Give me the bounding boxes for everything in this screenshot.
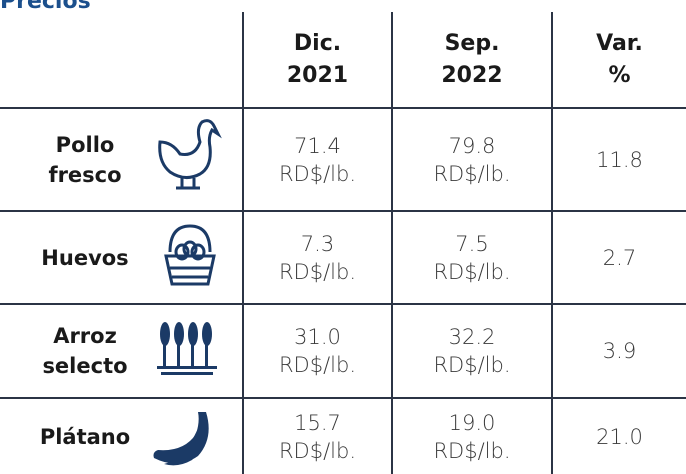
text-line: RD$/lb. <box>278 259 357 284</box>
product-cell: Pollo fresco <box>0 109 170 210</box>
text-line: Var. <box>596 30 643 56</box>
text-line: RD$/lb. <box>278 353 357 377</box>
price-cell: 3.9 <box>553 305 686 397</box>
price-cell: 7.5 RD$/lb. <box>393 212 551 303</box>
text-line: 7.5 <box>455 231 489 256</box>
price-cell: 32.2 RD$/lb. <box>393 305 551 397</box>
column-divider <box>242 12 244 474</box>
text-line: 19.0 <box>448 410 496 435</box>
text-line: 11.8 <box>596 147 643 172</box>
text-line: 2.7 <box>602 245 637 270</box>
price-cell: 71.4 RD$/lb. <box>244 109 391 210</box>
text-line: Plátano <box>39 424 131 449</box>
text-line: RD$/lb. <box>433 438 511 463</box>
text-line: RD$/lb. <box>433 259 511 284</box>
price-cell: 79.8 RD$/lb. <box>393 109 551 210</box>
product-cell: Arroz selecto <box>0 305 170 397</box>
row-divider <box>0 397 686 399</box>
row-divider <box>0 210 686 212</box>
text-line: 21.0 <box>596 424 643 449</box>
row-divider <box>0 303 686 305</box>
banana-icon <box>153 412 209 466</box>
header-cell: Sep. 2022 <box>393 12 551 107</box>
text-line: 15.7 <box>294 410 341 435</box>
text-line: fresco <box>48 162 122 187</box>
text-line: 2022 <box>441 62 503 88</box>
chicken-icon <box>158 119 222 190</box>
column-divider <box>551 12 553 474</box>
text-line: 3.9 <box>602 339 637 363</box>
text-line: 7.3 <box>300 231 335 256</box>
price-cell: 7.3 RD$/lb. <box>244 212 391 303</box>
text-line: 2021 <box>286 62 349 88</box>
price-cell: 2.7 <box>553 212 686 303</box>
text-line: 71.4 <box>294 133 341 158</box>
text-line: RD$/lb. <box>278 438 357 463</box>
price-cell: 21.0 <box>553 399 686 474</box>
product-cell: Huevos <box>0 212 170 303</box>
rice-icon <box>157 322 217 375</box>
text-line: % <box>608 62 631 88</box>
text-line: 31.0 <box>294 325 341 349</box>
text-line: selecto <box>42 354 128 378</box>
text-line: Huevos <box>41 245 129 270</box>
column-divider <box>391 12 393 474</box>
header-cell: Dic. 2021 <box>244 12 391 107</box>
text-line: 79.8 <box>448 133 496 158</box>
text-line: 32.2 <box>448 325 496 349</box>
text-line: Sep. <box>444 30 500 56</box>
text-line: Arroz <box>53 324 117 348</box>
price-cell: 19.0 RD$/lb. <box>393 399 551 474</box>
text-line: Dic. <box>293 30 342 56</box>
egg-basket-icon <box>164 224 216 286</box>
text-line: Pollo <box>55 132 115 157</box>
text-line: RD$/lb. <box>433 353 511 377</box>
price-cell: 15.7 RD$/lb. <box>244 399 391 474</box>
header-cell: Var.% <box>553 12 686 107</box>
title: Precios <box>0 0 91 14</box>
price-cell: 31.0 RD$/lb. <box>244 305 391 397</box>
text-line: RD$/lb. <box>433 161 511 186</box>
row-divider <box>0 107 686 109</box>
product-cell: Plátano <box>0 399 170 474</box>
text-line: RD$/lb. <box>278 161 357 186</box>
price-cell: 11.8 <box>553 109 686 210</box>
